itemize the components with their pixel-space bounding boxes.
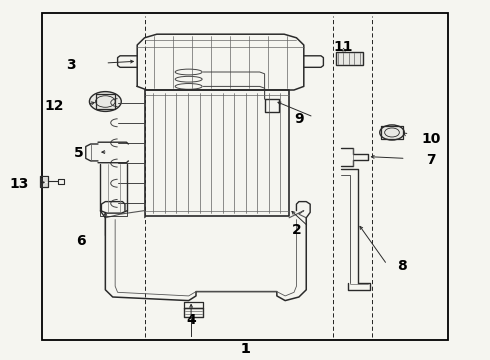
Text: 13: 13: [10, 177, 29, 190]
Text: 5: 5: [74, 146, 83, 160]
Text: 3: 3: [66, 58, 76, 72]
Text: 10: 10: [421, 132, 441, 145]
Text: 1: 1: [240, 342, 250, 356]
Bar: [336, 52, 363, 65]
Text: 1: 1: [240, 342, 250, 356]
Ellipse shape: [380, 125, 404, 140]
Text: 9: 9: [294, 112, 304, 126]
Bar: [42, 13, 448, 340]
Text: 12: 12: [44, 99, 64, 113]
Text: 4: 4: [186, 314, 196, 327]
Text: 8: 8: [397, 260, 407, 273]
Text: 2: 2: [292, 224, 301, 237]
Text: 11: 11: [333, 40, 353, 54]
Text: 6: 6: [76, 234, 86, 248]
Ellipse shape: [89, 92, 121, 112]
Text: 7: 7: [426, 153, 436, 167]
